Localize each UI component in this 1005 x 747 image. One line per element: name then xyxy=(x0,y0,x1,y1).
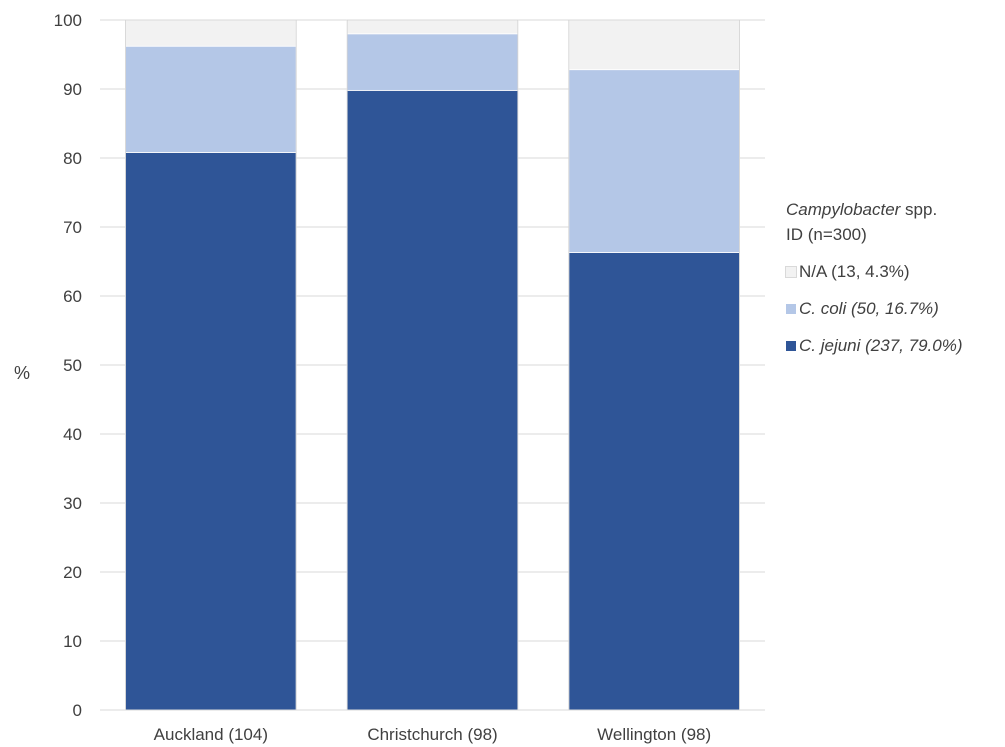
x-tick-label: Wellington (98) xyxy=(597,725,711,744)
y-tick-label: 30 xyxy=(63,494,82,513)
x-axis-ticks: Auckland (104) Christchurch (98) Wellingto… xyxy=(154,725,712,744)
legend-item: C. jejuni (237, 79.0%) xyxy=(786,333,1001,358)
legend: Campylobacter spp. ID (n=300) N/A (13, 4… xyxy=(786,197,1001,370)
y-tick-label: 70 xyxy=(63,218,82,237)
x-tick-label: Auckland (104) xyxy=(154,725,268,744)
y-axis-title: % xyxy=(14,363,30,383)
x-tick-label: Christchurch (98) xyxy=(367,725,497,744)
y-tick-label: 100 xyxy=(54,11,82,30)
legend-title-genus: Campylobacter xyxy=(786,200,900,219)
y-tick-label: 40 xyxy=(63,425,82,444)
bar-segment xyxy=(569,70,740,253)
y-tick-label: 50 xyxy=(63,356,82,375)
legend-title-suffix: spp. xyxy=(900,200,937,219)
legend-swatch xyxy=(786,341,796,351)
legend-title: Campylobacter spp. ID (n=300) xyxy=(786,197,1001,247)
bar-segment xyxy=(125,152,296,710)
legend-swatch xyxy=(786,304,796,314)
legend-label: C. jejuni (237, 79.0%) xyxy=(799,333,962,358)
bar-segment xyxy=(125,46,296,152)
legend-swatch xyxy=(786,267,796,277)
bar-segment xyxy=(347,34,518,91)
legend-label: N/A (13, 4.3%) xyxy=(799,259,910,284)
legend-items: N/A (13, 4.3%) C. coli (50, 16.7%) C. jeju… xyxy=(786,259,1001,358)
y-axis-ticks: 0 10 20 30 40 50 60 70 80 90 100 xyxy=(54,11,82,720)
y-tick-label: 0 xyxy=(73,701,82,720)
y-tick-label: 20 xyxy=(63,563,82,582)
bar-segment xyxy=(569,253,740,710)
bar-segment xyxy=(347,20,518,34)
legend-label: C. coli (50, 16.7%) xyxy=(799,296,939,321)
legend-title-line2: ID (n=300) xyxy=(786,225,867,244)
bar-segment xyxy=(347,90,518,710)
y-tick-label: 80 xyxy=(63,149,82,168)
y-tick-label: 10 xyxy=(63,632,82,651)
y-tick-label: 90 xyxy=(63,80,82,99)
y-tick-label: 60 xyxy=(63,287,82,306)
bar-segment xyxy=(125,20,296,46)
bar-segment xyxy=(569,20,740,70)
legend-item: N/A (13, 4.3%) xyxy=(786,259,1001,284)
legend-item: C. coli (50, 16.7%) xyxy=(786,296,1001,321)
bars xyxy=(125,20,739,710)
